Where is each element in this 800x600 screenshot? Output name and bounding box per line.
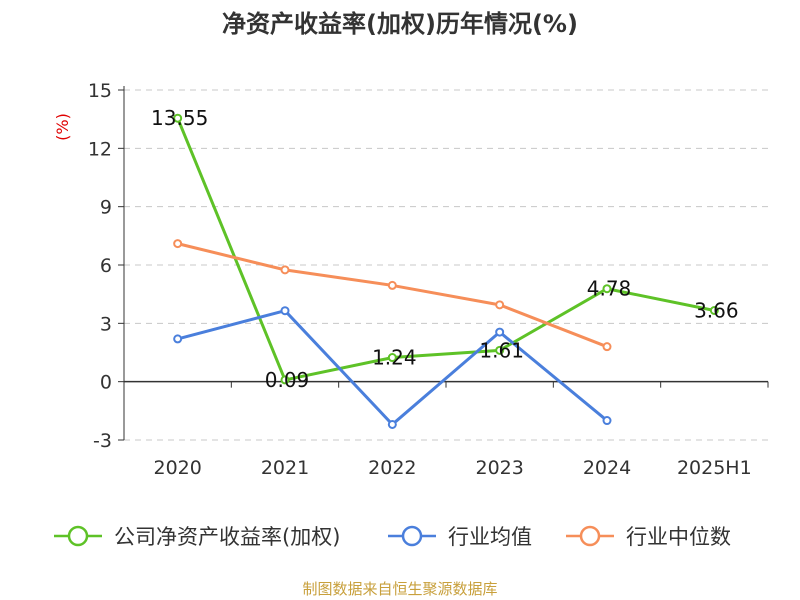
legend-marker bbox=[401, 525, 423, 547]
data-point-1 bbox=[387, 419, 397, 429]
x-tick-label: 2025H1 bbox=[677, 457, 752, 479]
y-tick-label: 0 bbox=[100, 372, 112, 394]
data-point-2 bbox=[173, 239, 183, 249]
data-label: 0.09 bbox=[265, 368, 310, 392]
data-point-0 bbox=[602, 284, 612, 294]
data-point-2 bbox=[280, 265, 290, 275]
data-labels: 13.55 0.09 1.24 1.61 4.78 3.66 bbox=[151, 106, 739, 392]
legend-label: 行业中位数 bbox=[626, 525, 731, 549]
data-point-1 bbox=[280, 306, 290, 316]
grid bbox=[124, 89, 768, 441]
data-point-2 bbox=[495, 300, 505, 310]
y-tick-label: 12 bbox=[88, 138, 112, 160]
data-label: 13.55 bbox=[151, 106, 208, 130]
series-lines bbox=[173, 113, 719, 429]
legend-label: 行业均值 bbox=[448, 525, 532, 549]
series-line-0 bbox=[176, 117, 715, 382]
data-label: 1.61 bbox=[479, 338, 524, 362]
data-point-2 bbox=[602, 342, 612, 352]
x-tick-label: 2020 bbox=[153, 457, 201, 479]
legend-label: 公司净资产收益率(加权) bbox=[114, 525, 340, 549]
y-tick-label: 6 bbox=[100, 255, 112, 277]
legend-marker bbox=[579, 525, 601, 547]
series-line-2 bbox=[177, 242, 608, 349]
x-tick-label: 2024 bbox=[583, 457, 631, 479]
y-tick-label: 15 bbox=[88, 80, 112, 102]
data-point-0 bbox=[387, 353, 397, 363]
x-tick-label: 2022 bbox=[368, 457, 416, 479]
data-point-1 bbox=[495, 327, 505, 337]
data-label: 3.66 bbox=[694, 299, 739, 323]
data-point-1 bbox=[602, 416, 612, 426]
legend-marker bbox=[67, 525, 89, 547]
y-axis-label: (%) bbox=[53, 113, 72, 141]
x-tick-label: 2023 bbox=[475, 457, 523, 479]
data-point-0 bbox=[173, 113, 183, 123]
legend: 公司净资产收益率(加权) 行业均值 行业中位数 bbox=[54, 525, 731, 549]
source-note: 制图数据来自恒生聚源数据库 bbox=[302, 580, 497, 598]
data-point-2 bbox=[387, 280, 397, 290]
y-tick-label: -3 bbox=[93, 430, 112, 452]
chart-title: 净资产收益率(加权)历年情况(%) bbox=[222, 10, 578, 38]
y-tick-label: 9 bbox=[100, 197, 112, 219]
data-label: 1.24 bbox=[372, 346, 417, 370]
data-point-1 bbox=[173, 334, 183, 344]
y-tick-label: 3 bbox=[100, 313, 112, 335]
data-point-0 bbox=[709, 306, 719, 315]
axes: -3 0 3 6 9 12 15 2020 2021 2022 2023 2024 2025H1 bbox=[88, 80, 769, 479]
data-point-0 bbox=[495, 345, 505, 355]
x-tick-label: 2021 bbox=[261, 457, 309, 479]
data-point-0 bbox=[280, 375, 290, 385]
data-label: 4.78 bbox=[587, 277, 632, 301]
